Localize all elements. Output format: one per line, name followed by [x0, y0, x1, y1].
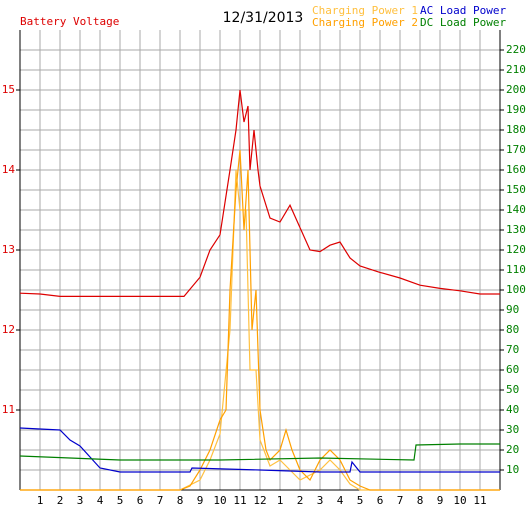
legend-label: Charging Power 1: [312, 4, 418, 17]
x-tick-label: 5: [357, 494, 364, 507]
y2-tick-label: 30: [506, 423, 519, 436]
y2-tick-label: 200: [506, 83, 526, 96]
legend-label: Charging Power 2: [312, 16, 418, 29]
x-tick-label: 9: [197, 494, 204, 507]
y2-tick-label: 220: [506, 43, 526, 56]
y2-tick-label: 100: [506, 283, 526, 296]
legend-label: AC Load Power: [420, 4, 506, 17]
y-tick-label: 11: [2, 403, 15, 416]
y2-tick-label: 40: [506, 403, 519, 416]
y2-tick-label: 50: [506, 383, 519, 396]
x-tick-label: 6: [377, 494, 384, 507]
y-tick-label: 12: [2, 323, 15, 336]
x-tick-label: 3: [77, 494, 84, 507]
y2-tick-label: 130: [506, 223, 526, 236]
x-tick-label: 1: [37, 494, 44, 507]
x-tick-label: 6: [137, 494, 144, 507]
y2-tick-label: 120: [506, 243, 526, 256]
x-tick-label: 10: [453, 494, 466, 507]
series-line: [19, 443, 500, 461]
y2-tick-label: 60: [506, 363, 519, 376]
y2-tick-label: 20: [506, 443, 519, 456]
x-tick-label: 4: [97, 494, 104, 507]
y2-tick-label: 150: [506, 183, 526, 196]
series-line: [19, 427, 500, 473]
x-tick-label: 10: [213, 494, 226, 507]
y2-tick-label: 90: [506, 303, 519, 316]
y2-tick-label: 70: [506, 343, 519, 356]
x-tick-label: 7: [157, 494, 164, 507]
y2-tick-label: 80: [506, 323, 519, 336]
legend-label: Battery Voltage: [20, 15, 119, 28]
y-tick-label: 13: [2, 243, 15, 256]
x-tick-label: 4: [337, 494, 344, 507]
x-tick-label: 11: [233, 494, 246, 507]
x-tick-label: 9: [437, 494, 444, 507]
y2-tick-label: 180: [506, 123, 526, 136]
x-tick-label: 3: [317, 494, 324, 507]
x-tick-label: 11: [473, 494, 486, 507]
x-tick-label: 5: [117, 494, 124, 507]
x-tick-label: 7: [397, 494, 404, 507]
y2-tick-label: 10: [506, 463, 519, 476]
y2-tick-label: 160: [506, 163, 526, 176]
legend-label: DC Load Power: [420, 16, 506, 29]
y2-tick-label: 210: [506, 63, 526, 76]
x-tick-label: 2: [57, 494, 64, 507]
y-tick-label: 14: [2, 163, 16, 176]
series-line: [20, 169, 500, 491]
y2-tick-label: 170: [506, 143, 526, 156]
x-tick-label: 12: [253, 494, 266, 507]
chart-title: 12/31/2013: [223, 10, 304, 26]
y2-tick-label: 140: [506, 203, 526, 216]
y2-tick-label: 110: [506, 263, 526, 276]
series-line: [19, 89, 500, 297]
x-tick-label: 1: [277, 494, 284, 507]
x-tick-label: 2: [297, 494, 304, 507]
y-tick-label: 15: [2, 83, 15, 96]
series-line: [20, 149, 500, 491]
x-tick-label: 8: [177, 494, 184, 507]
x-tick-label: 8: [417, 494, 424, 507]
y2-tick-label: 190: [506, 103, 526, 116]
